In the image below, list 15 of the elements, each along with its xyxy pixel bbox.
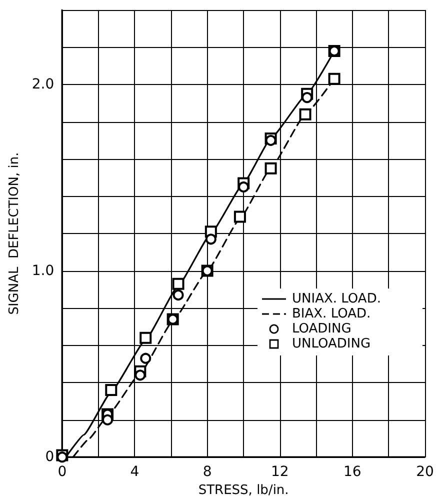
legend-label: UNIAX. LOAD.	[292, 292, 381, 306]
x-tick-label: 20	[416, 464, 434, 480]
x-tick-label: 4	[130, 464, 140, 480]
y-axis-title: SIGNAL DEFLECTION, in.	[7, 152, 22, 315]
x-tick-label: 0	[58, 464, 67, 480]
y-tick-label: 2.0	[32, 76, 54, 93]
legend-label: LOADING	[292, 322, 352, 336]
x-tick-label: 16	[344, 464, 362, 480]
x-tick-label: 8	[202, 464, 212, 480]
x-axis-title: STRESS, lb/in.	[198, 483, 289, 498]
y-tick-label: 1.0	[32, 262, 54, 279]
legend-label: UNLOADING	[292, 336, 371, 352]
legend-label: BIAX. LOAD.	[292, 306, 371, 322]
x-tick-label: 12	[270, 464, 289, 480]
y-tick-label: 0	[45, 449, 54, 466]
